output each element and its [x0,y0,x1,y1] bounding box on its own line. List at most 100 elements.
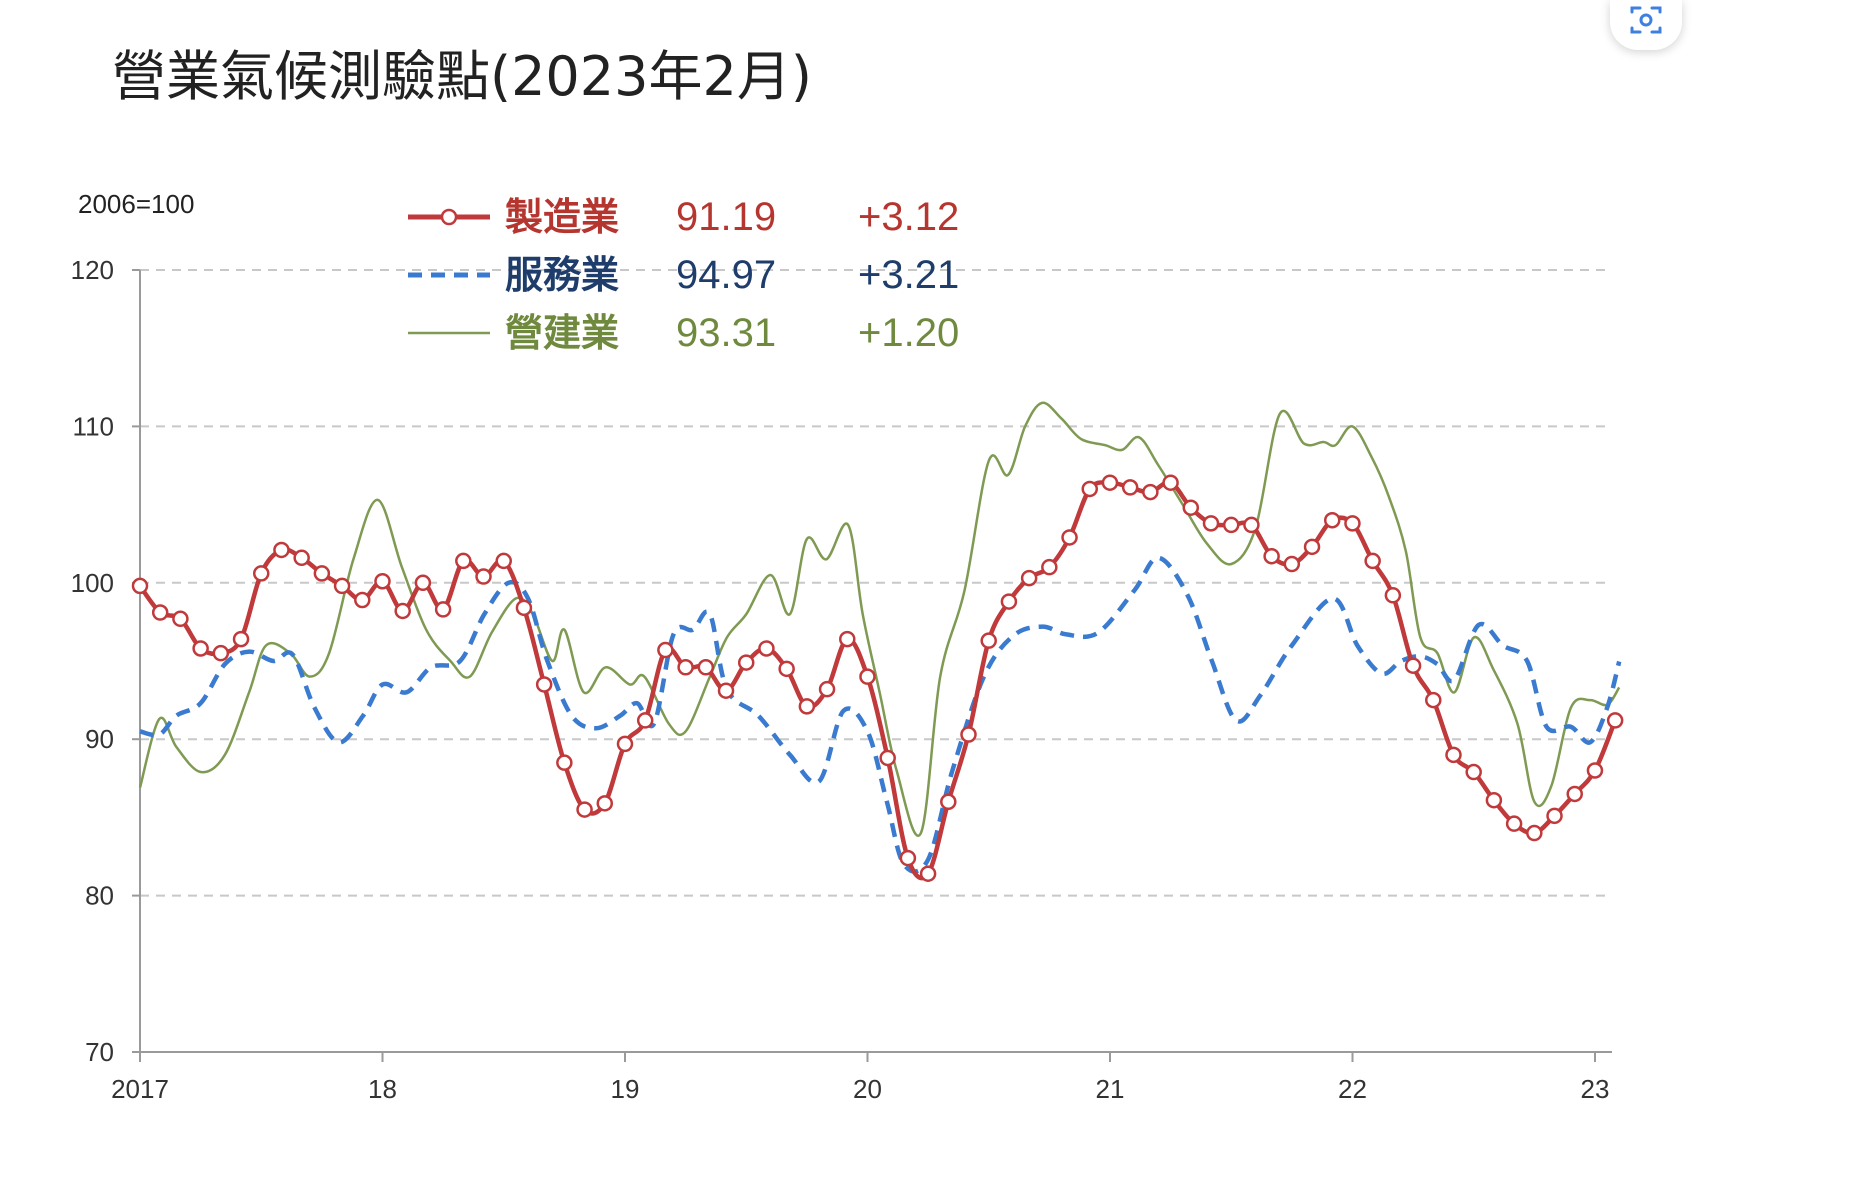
data-point [1303,538,1321,556]
legend-item: 服務業 94.97 +3.21 [408,253,959,297]
data-point [1505,815,1523,832]
legend-change: +3.21 [858,253,959,297]
data-point [1384,587,1402,604]
data-point [354,591,371,609]
data-point [475,568,492,585]
x-tick-label: 19 [611,1074,640,1104]
data-point [1364,552,1381,570]
data-point [1526,824,1543,842]
data-point [758,640,775,657]
data-point [515,599,533,617]
legend-value: 93.31 [676,311,776,355]
data-point [414,574,432,592]
data-point [596,795,614,812]
x-tick-label: 22 [1338,1074,1367,1104]
data-point [293,549,310,567]
data-point [657,641,674,659]
data-point [576,801,593,818]
data-point [1061,529,1078,546]
series-2 [138,401,1621,837]
series-line-construction [138,401,1621,837]
data-point [434,601,452,618]
data-point [859,668,876,685]
data-point [1323,511,1341,529]
legend-value: 91.19 [676,195,776,239]
chart-title: 營業氣候測驗點(2023年2月) [112,45,812,108]
data-point [1020,569,1038,587]
data-point [1222,516,1240,534]
data-point [818,680,836,698]
legend-change: +3.12 [858,195,959,239]
x-tick-label: 2017 [111,1074,169,1104]
data-point [1566,785,1583,803]
y-tick-label: 80 [85,881,114,911]
y-tick-label: 110 [73,411,114,441]
axes: 70 80 90 100 110 120 2017 18 19 20 21 22 23 [71,255,1612,1104]
data-point [1263,547,1280,565]
scan-icon [1630,6,1662,34]
data-point [495,552,512,570]
series-0 [131,474,1624,882]
data-point [919,865,937,882]
data-point [1546,807,1563,825]
legend-label: 服務業 [505,253,619,297]
gridlines [140,269,1612,897]
data-point [778,660,795,678]
x-tick-label: 21 [1096,1074,1125,1104]
data-point [1425,691,1442,709]
data-point [131,577,149,595]
data-point [616,735,634,753]
y-tick-label: 70 [85,1037,114,1067]
data-point [252,565,270,582]
series-line-services [139,555,1622,874]
data-point [1283,555,1301,573]
data-point [1404,657,1422,674]
data-point [151,604,169,621]
data-point [394,602,411,620]
data-point [313,565,331,582]
data-point [212,644,230,662]
data-point [1606,712,1624,729]
data-point [1121,479,1139,496]
series-layer [131,401,1624,882]
data-point [1485,791,1503,809]
data-point [1142,483,1159,501]
data-point [1465,763,1482,781]
data-point [1081,480,1099,498]
data-point [960,726,977,743]
scan-button[interactable] [1610,0,1682,50]
data-point [1344,515,1361,532]
data-point [1000,593,1018,610]
data-point [940,793,957,811]
x-tick-label: 23 [1581,1074,1610,1104]
data-point [333,577,351,595]
data-point [636,712,654,729]
data-point [273,541,290,559]
data-point [1182,499,1200,516]
data-point [1101,474,1119,491]
data-point [798,698,816,715]
data-point [535,676,553,693]
data-point [980,632,997,649]
legend: 製造業 91.19 +3.12 服務業 94.97 +3.21 營建業 93.31 +1.20 [408,195,959,355]
legend-value: 94.97 [676,253,776,297]
x-tick-label: 18 [368,1074,397,1104]
data-point [232,630,250,648]
unit-label: 2006=100 [78,189,194,219]
data-point [839,630,856,648]
data-point [172,610,189,628]
data-point [697,659,715,676]
data-point [899,849,917,867]
data-point [1162,474,1179,491]
data-point [1445,746,1462,764]
data-point [1202,515,1220,532]
legend-label: 營建業 [505,311,619,355]
data-point [879,749,896,767]
data-point [677,659,694,676]
data-point [556,754,573,771]
data-point [1243,516,1260,534]
data-point [1586,762,1604,779]
legend-label: 製造業 [505,195,619,239]
y-tick-label: 90 [85,724,114,754]
